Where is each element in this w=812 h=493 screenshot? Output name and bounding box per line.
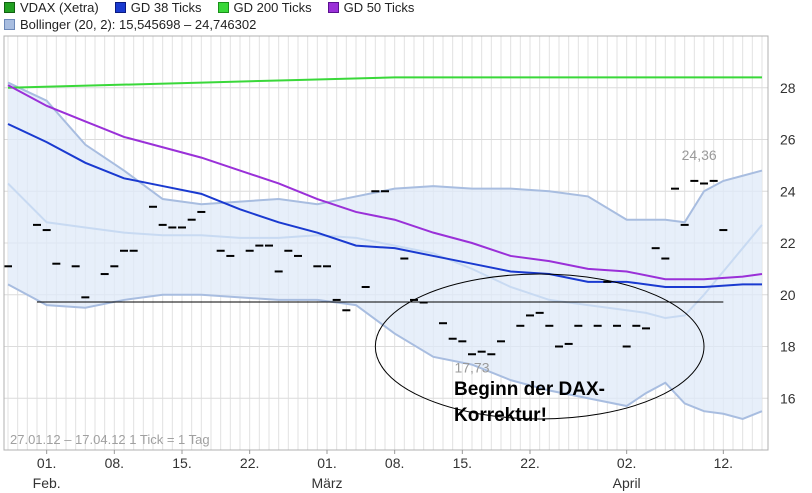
x-tick-sublabel: April [613,475,641,491]
x-tick-sublabel: März [311,475,342,491]
legend-item-gd38: GD 38 Ticks [114,0,202,15]
x-tick-label: 01. [317,455,336,471]
y-tick-label: 18 [780,339,796,355]
annotation-ellipse [374,273,705,420]
bollinger-band [7,81,763,421]
x-tick-label: 08. [385,455,404,471]
legend-row-2: Bollinger (20, 2): 15,545698 – 24,746302 [4,17,272,32]
annotation-line-2: Korrektur! [454,405,547,426]
bollinger-lower-line [7,283,763,421]
legend-swatch-gd50 [327,1,339,13]
legend-label-gd38: GD 38 Ticks [130,0,202,15]
legend-swatch-bollinger [4,18,15,30]
series-line-2 [7,84,763,281]
legend-item-bollinger: Bollinger (20, 2): 15,545698 – 24,746302 [4,17,256,32]
y-tick-label: 20 [780,287,796,303]
legend-swatch-gd200 [217,1,229,13]
value-label: 17,73 [454,359,489,375]
x-tick-label: 12. [714,455,733,471]
series-line-1 [7,76,762,89]
x-tick-label: 15. [453,455,472,471]
legend-label-gd200: GD 200 Ticks [233,0,312,15]
bollinger-middle-line [7,182,763,320]
y-tick-label: 28 [780,80,796,96]
y-tick-label: 16 [780,390,796,406]
y-tick-label: 26 [780,132,796,148]
x-tick-label: 08. [105,455,124,471]
chart-overlay: 24,36 17,73 27.01.12 – 17.04.12 1 Tick = 1… [10,147,724,447]
x-tick-sublabel: Feb. [33,475,61,491]
bollinger-upper-line [7,81,763,224]
chart-axes: 16 18 20 22 24 26 28 01. Feb. 08. 15. 22. 01. März 08.… [3,35,796,491]
annotation-text: Beginn der DAX- Korrektur! [454,377,605,429]
x-tick-label: 22. [520,455,539,471]
legend-label-vdax: VDAX (Xetra) [20,0,99,15]
legend-item-vdax: VDAX (Xetra) [4,0,99,15]
legend-swatch-gd38 [114,1,126,13]
tick-marks [4,179,728,356]
legend-swatch-vdax [4,1,15,13]
y-tick-label: 24 [780,183,796,199]
x-tick-label: 01. [37,455,56,471]
value-label: 24,36 [682,147,717,163]
series-line-0 [7,123,762,288]
x-tick-label: 15. [172,455,191,471]
legend-row-1: VDAX (Xetra) GD 38 Ticks GD 200 Ticks GD… [4,0,430,15]
legend-label-bollinger: Bollinger (20, 2): 15,545698 – 24,746302 [20,16,257,32]
chart-series [7,76,763,288]
plot-frame [3,35,769,451]
x-tick-label: 02. [617,455,636,471]
annotation-line-1: Beginn der DAX- [454,379,605,400]
x-tick-label: 22. [240,455,259,471]
y-tick-label: 22 [780,235,796,251]
footer-text: 27.01.12 – 17.04.12 1 Tick = 1 Tag [10,432,210,447]
bollinger-fill [8,82,762,419]
legend-item-gd50: GD 50 Ticks [327,0,415,15]
legend-label-gd50: GD 50 Ticks [343,0,415,15]
legend-item-gd200: GD 200 Ticks [217,0,312,15]
